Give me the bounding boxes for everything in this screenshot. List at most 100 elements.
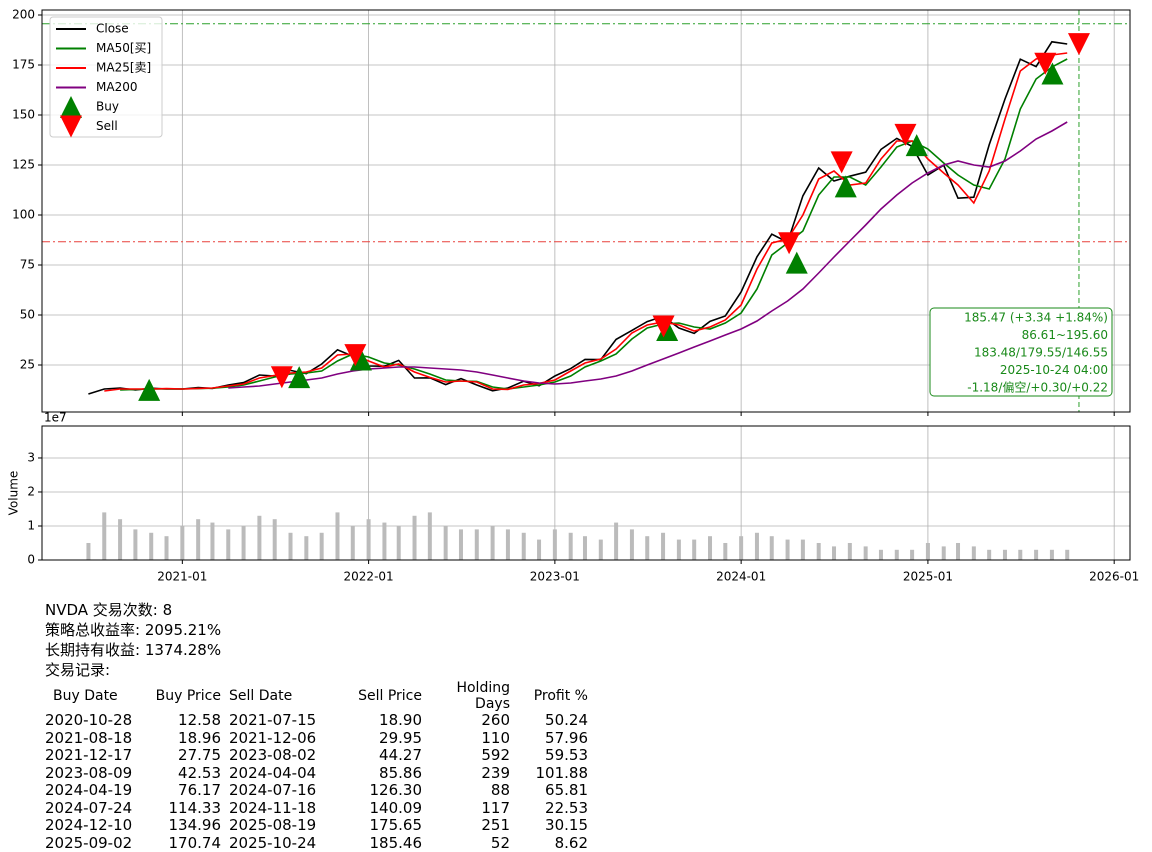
table-cell: 239: [422, 765, 510, 783]
annotation-text: -1.18/偏空/+0.30/+0.22: [967, 380, 1108, 395]
legend-label: MA50[买]: [96, 41, 151, 55]
column-header: Sell Price: [329, 680, 422, 712]
volume-bar: [755, 533, 759, 560]
volume-bar: [149, 533, 153, 560]
legend-label: Buy: [96, 100, 119, 114]
table-cell: 170.74: [143, 835, 221, 852]
table-cell: 52: [422, 835, 510, 852]
table-cell: 57.96: [510, 730, 588, 748]
x-tick-label: 2026-01: [1089, 570, 1139, 584]
table-cell: 126.30: [329, 782, 422, 800]
y-tick-label: 175: [12, 58, 35, 72]
table-cell: 2024-12-10: [45, 817, 143, 835]
y-tick-label: 3: [27, 450, 35, 464]
table-cell: 2024-07-24: [45, 800, 143, 818]
volume-bar: [1034, 550, 1038, 560]
volume-bar: [614, 523, 618, 560]
volume-bar: [801, 540, 805, 560]
volume-bar: [444, 526, 448, 560]
table-cell: 27.75: [143, 747, 221, 765]
volume-bar: [335, 512, 339, 560]
volume-bar: [723, 543, 727, 560]
table-cell: 30.15: [510, 817, 588, 835]
buy-marker: [288, 366, 310, 388]
y-axis-label: Volume: [7, 471, 21, 516]
table-cell: 42.53: [143, 765, 221, 783]
table-cell: 175.65: [329, 817, 422, 835]
volume-bar: [86, 543, 90, 560]
table-cell: 76.17: [143, 782, 221, 800]
volume-bar: [972, 546, 976, 560]
price-line: [120, 59, 1067, 390]
report-line: NVDA 交易次数: 8: [45, 600, 588, 620]
volume-bar: [926, 543, 930, 560]
price-line: [88, 42, 1067, 394]
sell-marker: [831, 151, 853, 173]
column-header: Buy Price: [143, 680, 221, 712]
volume-bar: [1003, 550, 1007, 560]
table-cell: 117: [422, 800, 510, 818]
volume-bar: [879, 550, 883, 560]
volume-bar: [692, 540, 696, 560]
table-cell: 18.90: [329, 712, 422, 730]
table-cell: 8.62: [510, 835, 588, 852]
table-cell: 2021-08-18: [45, 730, 143, 748]
volume-bar: [583, 536, 587, 560]
table-cell: 65.81: [510, 782, 588, 800]
table-cell: 22.53: [510, 800, 588, 818]
volume-bar: [987, 550, 991, 560]
volume-bar: [257, 516, 261, 560]
y-tick-label: 50: [20, 308, 35, 322]
volume-bar: [677, 540, 681, 560]
annotation-text: 2025-10-24 04:00: [1000, 363, 1108, 377]
y-tick-label: 75: [20, 258, 35, 272]
volume-bar: [786, 540, 790, 560]
column-header: Profit %: [510, 680, 588, 712]
table-cell: 44.27: [329, 747, 422, 765]
annotation-text: 86.61~195.60: [1022, 328, 1108, 342]
table-cell: 185.46: [329, 835, 422, 852]
table-cell: 592: [422, 747, 510, 765]
volume-bar: [289, 533, 293, 560]
legend-label: Sell: [96, 119, 118, 133]
x-tick-label: 2021-01: [157, 570, 207, 584]
volume-bar: [413, 516, 417, 560]
column-header: Buy Date: [45, 680, 143, 712]
volume-bar: [569, 533, 573, 560]
volume-bar: [645, 536, 649, 560]
volume-bar: [708, 536, 712, 560]
y-tick-label: 25: [20, 358, 35, 372]
volume-bar: [210, 523, 214, 560]
report-line: 长期持有收益: 1374.28%: [45, 640, 588, 660]
volume-bar: [397, 526, 401, 560]
annotation-text: 183.48/179.55/146.55: [974, 346, 1108, 360]
table-cell: 2023-08-09: [45, 765, 143, 783]
chart: 255075100125150175200CloseMA50[买]MA25[卖]…: [0, 0, 1152, 600]
volume-bar: [1065, 550, 1069, 560]
volume-bar: [553, 529, 557, 560]
table-cell: 2024-04-04: [221, 765, 329, 783]
buy-marker: [786, 252, 808, 274]
volume-bar: [661, 533, 665, 560]
volume-bar: [832, 546, 836, 560]
y-tick-label: 2: [27, 484, 35, 498]
table-cell: 59.53: [510, 747, 588, 765]
volume-bar: [118, 519, 122, 560]
volume-bar: [895, 550, 899, 560]
volume-bar: [848, 543, 852, 560]
volume-bar: [428, 512, 432, 560]
table-cell: 29.95: [329, 730, 422, 748]
volume-bar: [817, 543, 821, 560]
legend-label: Close: [96, 22, 129, 36]
table-cell: 110: [422, 730, 510, 748]
volume-bar: [506, 529, 510, 560]
report-line: 交易记录:: [45, 660, 588, 680]
volume-bar: [910, 550, 914, 560]
volume-bar: [304, 536, 308, 560]
sell-marker: [1068, 33, 1090, 55]
volume-bar: [165, 536, 169, 560]
